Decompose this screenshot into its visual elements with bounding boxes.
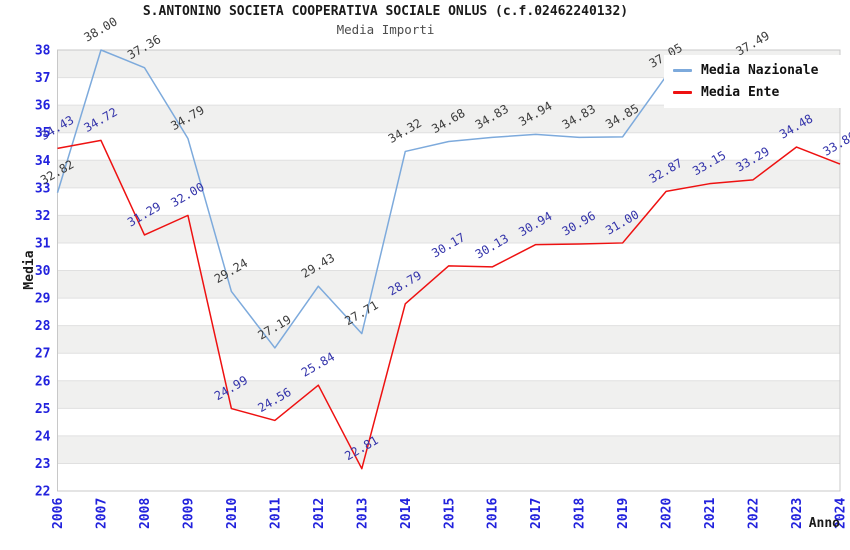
y-tick-label: 26 [35, 374, 51, 389]
grid-band [57, 160, 840, 188]
grid-band [57, 325, 840, 354]
y-tick-label: 34 [35, 154, 51, 169]
y-tick-label: 38 [35, 44, 51, 59]
y-tick-label: 28 [35, 319, 51, 334]
grid-band [57, 215, 840, 243]
value-label: 27.71 [342, 298, 380, 328]
y-tick-label: 24 [35, 429, 51, 444]
x-tick-label: 2020 [660, 498, 675, 529]
x-tick-label: 2017 [529, 498, 544, 529]
y-tick-label: 25 [35, 402, 51, 417]
x-tick-label: 2007 [94, 498, 109, 529]
y-tick-label: 32 [35, 209, 51, 224]
legend-label: Media Ente [701, 85, 780, 101]
x-tick-label: 2015 [442, 498, 457, 529]
y-tick-label: 29 [35, 292, 51, 307]
x-tick-label: 2011 [268, 498, 283, 529]
x-tick-label: 2022 [747, 498, 762, 529]
series-line [57, 139, 841, 470]
legend-item-media-nazionale: Media Nazionale [673, 63, 841, 78]
x-tick-label: 2016 [486, 498, 501, 529]
x-tick-label: 2009 [181, 498, 196, 529]
x-axis-title: Anno [809, 516, 840, 531]
x-tick-label: 2024 [834, 498, 849, 529]
x-tick-label: 2018 [573, 498, 588, 529]
grid-band [57, 435, 840, 464]
legend-label: Media Nazionale [701, 62, 819, 78]
y-tick-label: 37 [35, 71, 51, 86]
x-tick-label: 2014 [399, 498, 414, 529]
x-tick-label: 2012 [312, 498, 327, 529]
x-tick-label: 2021 [703, 498, 718, 529]
x-tick-label: 2008 [138, 498, 153, 529]
line-swatch-icon [673, 91, 692, 95]
chart-subtitle: Media Importi [336, 22, 435, 37]
line-swatch-icon [673, 68, 692, 72]
y-tick-label: 33 [35, 181, 51, 196]
x-tick-label: 2019 [616, 498, 631, 529]
grid-band [57, 270, 840, 299]
y-tick-label: 22 [35, 485, 51, 500]
y-axis-title: Media [22, 250, 37, 289]
y-tick-label: 27 [35, 347, 51, 362]
chart-header: S.ANTONINO SOCIETA COOPERATIVA SOCIALE O… [0, 4, 771, 37]
y-tick-label: 30 [35, 264, 51, 279]
x-tick-label: 2010 [225, 498, 240, 529]
x-tick-label: 2023 [790, 498, 805, 529]
y-tick-label: 36 [35, 99, 51, 114]
legend: Media Nazionale Media Ente [664, 55, 841, 108]
y-tick-label: 31 [35, 236, 51, 251]
grid-band [57, 380, 840, 409]
chart-title: S.ANTONINO SOCIETA COOPERATIVA SOCIALE O… [142, 4, 629, 19]
value-label: 25.84 [299, 350, 337, 380]
x-tick-label: 2006 [51, 498, 66, 529]
grid-band [57, 105, 840, 133]
y-tick-label: 35 [35, 126, 51, 141]
legend-item-media-ente: Media Ente [673, 85, 841, 100]
y-tick-label: 23 [35, 457, 51, 472]
series-line [56, 49, 754, 349]
x-tick-label: 2013 [355, 498, 370, 529]
plot-border [57, 49, 841, 492]
